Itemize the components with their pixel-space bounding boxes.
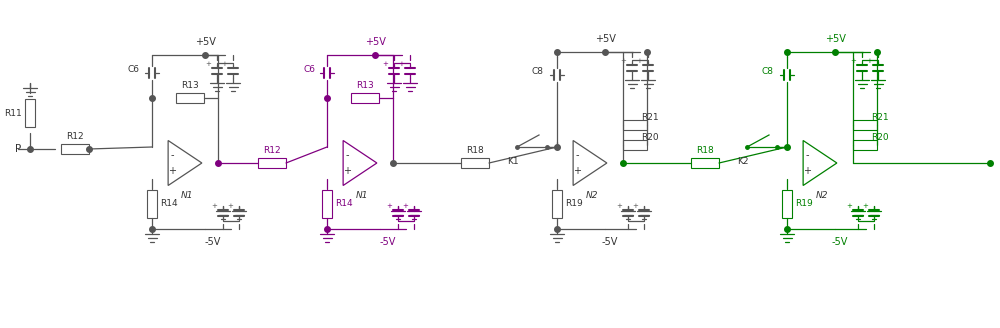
Text: K2: K2	[737, 157, 749, 166]
Text: +: +	[846, 203, 852, 209]
Text: R11: R11	[4, 109, 22, 117]
Text: R21: R21	[641, 113, 659, 121]
Text: R14: R14	[335, 199, 353, 209]
Text: +: +	[616, 203, 622, 209]
Text: +: +	[343, 166, 351, 175]
Text: R13: R13	[356, 81, 374, 90]
Text: N2: N2	[816, 191, 828, 199]
Bar	[351, 93, 379, 103]
Bar	[853, 120, 877, 130]
Text: +5V: +5V	[825, 34, 845, 44]
Text: -: -	[805, 151, 809, 160]
Text: R18: R18	[696, 146, 714, 155]
Text: R19: R19	[795, 199, 813, 209]
Text: C8: C8	[761, 67, 773, 75]
Bar	[623, 120, 647, 130]
Text: R20: R20	[871, 133, 889, 141]
Bar	[782, 190, 792, 218]
Text: +: +	[227, 203, 233, 209]
Polygon shape	[343, 140, 377, 186]
Text: -: -	[575, 151, 579, 160]
Text: +: +	[386, 203, 392, 209]
Text: N1: N1	[356, 191, 368, 199]
Text: R14: R14	[160, 199, 178, 209]
Text: -5V: -5V	[205, 237, 221, 247]
Text: N2: N2	[586, 191, 598, 199]
Text: +: +	[211, 203, 217, 209]
Bar	[25, 99, 35, 127]
Bar	[623, 140, 647, 150]
Text: +: +	[632, 203, 638, 209]
Text: -5V: -5V	[380, 237, 396, 247]
Text: R19: R19	[565, 199, 583, 209]
Text: R20: R20	[641, 133, 659, 141]
Text: -: -	[345, 151, 349, 160]
Text: N1: N1	[181, 191, 193, 199]
Text: -: -	[170, 151, 174, 160]
Bar	[322, 190, 332, 218]
Text: +5V: +5V	[365, 37, 385, 47]
Text: +: +	[168, 166, 176, 175]
Text: +: +	[398, 61, 404, 67]
Text: +: +	[862, 203, 868, 209]
Text: +: +	[803, 166, 811, 175]
Bar	[552, 190, 562, 218]
Bar	[61, 144, 89, 154]
Text: +: +	[850, 58, 856, 64]
Text: +: +	[382, 61, 388, 67]
Text: R13: R13	[181, 81, 199, 90]
Text: +: +	[402, 203, 408, 209]
Bar	[691, 158, 719, 168]
Text: C6: C6	[128, 65, 140, 73]
Text: +: +	[620, 58, 626, 64]
Text: +5V: +5V	[195, 37, 215, 47]
Text: -5V: -5V	[602, 237, 618, 247]
Text: +: +	[221, 61, 227, 67]
Text: -5V: -5V	[832, 237, 848, 247]
Bar	[853, 140, 877, 150]
Polygon shape	[803, 140, 837, 186]
Bar	[176, 93, 204, 103]
Bar	[147, 190, 157, 218]
Text: +: +	[205, 61, 211, 67]
Text: +: +	[636, 58, 642, 64]
Polygon shape	[168, 140, 202, 186]
Bar	[461, 158, 489, 168]
Polygon shape	[573, 140, 607, 186]
Text: R18: R18	[466, 146, 484, 155]
Text: R12: R12	[263, 146, 281, 155]
Text: C6: C6	[303, 65, 315, 73]
Text: +: +	[573, 166, 581, 175]
Text: R21: R21	[871, 113, 889, 121]
Text: +5V: +5V	[595, 34, 615, 44]
Text: P: P	[15, 144, 21, 154]
Text: K1: K1	[507, 157, 519, 166]
Bar	[258, 158, 286, 168]
Text: +: +	[866, 58, 872, 64]
Text: C8: C8	[531, 67, 543, 75]
Text: R12: R12	[66, 132, 84, 141]
